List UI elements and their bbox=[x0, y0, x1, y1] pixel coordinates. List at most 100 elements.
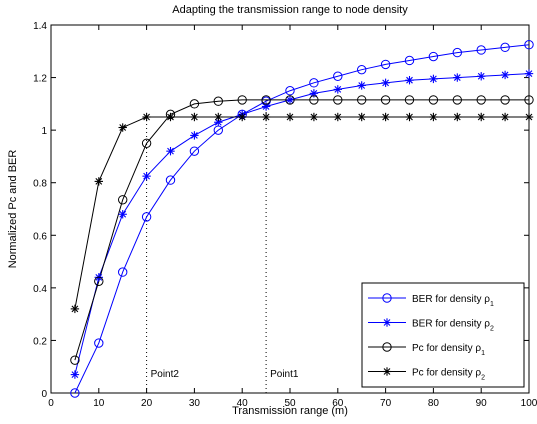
data-point bbox=[381, 78, 390, 88]
data-point bbox=[261, 112, 271, 122]
chart-title: Adapting the transmission range to node … bbox=[172, 4, 408, 16]
data-point bbox=[428, 51, 439, 62]
data-point bbox=[382, 342, 392, 352]
data-point bbox=[165, 175, 176, 185]
data-point bbox=[261, 95, 271, 105]
data-point bbox=[333, 71, 343, 81]
data-point bbox=[357, 81, 366, 90]
data-point bbox=[285, 112, 295, 122]
data-point bbox=[476, 95, 486, 105]
data-point bbox=[380, 95, 391, 105]
data-point bbox=[357, 64, 367, 75]
data-point bbox=[524, 95, 534, 105]
legend-label: BER for density ρ2 bbox=[412, 319, 494, 333]
data-point bbox=[357, 112, 366, 122]
data-point bbox=[405, 76, 414, 85]
x-tick-label: 10 bbox=[93, 398, 105, 409]
data-point bbox=[429, 112, 438, 122]
x-tick-label: 70 bbox=[380, 398, 392, 409]
legend-label: BER for density ρ1 bbox=[412, 294, 494, 308]
data-point bbox=[189, 99, 200, 109]
y-tick-label: 0.2 bbox=[33, 336, 47, 347]
data-point bbox=[141, 212, 152, 222]
y-tick-label: 0.4 bbox=[33, 284, 47, 295]
data-point bbox=[237, 95, 247, 105]
legend-label: Pc for density ρ1 bbox=[412, 343, 485, 357]
data-point bbox=[309, 112, 319, 122]
x-axis-label: Transmission range (m) bbox=[232, 405, 348, 417]
data-point bbox=[118, 123, 127, 132]
data-point bbox=[190, 131, 199, 140]
data-point bbox=[476, 45, 486, 55]
data-point bbox=[405, 112, 414, 122]
data-point bbox=[285, 95, 295, 105]
data-point bbox=[453, 73, 462, 82]
data-point bbox=[190, 112, 199, 122]
data-point bbox=[500, 112, 510, 122]
data-point bbox=[118, 210, 127, 219]
data-point bbox=[70, 388, 80, 398]
data-point bbox=[524, 112, 534, 122]
data-point bbox=[94, 276, 104, 286]
data-point bbox=[382, 318, 392, 327]
data-point bbox=[404, 95, 415, 105]
data-point bbox=[285, 86, 295, 96]
legend: BER for density ρ1 BER for density ρ2 Pc f… bbox=[361, 282, 525, 388]
y-axis-label: Normalized Pc and BER bbox=[7, 150, 19, 269]
data-point bbox=[477, 72, 486, 81]
data-point bbox=[382, 367, 392, 376]
x-tick-label: 90 bbox=[476, 398, 488, 409]
x-tick-label: 60 bbox=[332, 398, 344, 409]
data-point bbox=[452, 95, 462, 105]
data-point bbox=[500, 70, 510, 80]
y-tick-label: 0.8 bbox=[33, 179, 47, 190]
data-point bbox=[381, 112, 390, 122]
data-point bbox=[309, 95, 319, 105]
data-point bbox=[357, 95, 367, 105]
data-point bbox=[142, 171, 151, 181]
x-tick-label: 20 bbox=[141, 398, 153, 409]
data-point bbox=[189, 146, 200, 156]
annotations: Point2 Point1 bbox=[146, 99, 299, 393]
data-point bbox=[452, 47, 462, 58]
data-point bbox=[428, 95, 439, 105]
data-point bbox=[500, 42, 510, 53]
data-point bbox=[524, 69, 534, 78]
data-point bbox=[404, 55, 415, 66]
data-point bbox=[524, 40, 534, 50]
x-tick-label: 100 bbox=[521, 398, 537, 409]
y-tick-label: 1.4 bbox=[33, 21, 47, 32]
data-point bbox=[70, 355, 80, 365]
data-point bbox=[118, 267, 128, 277]
data-point bbox=[333, 95, 343, 105]
data-point bbox=[382, 293, 392, 303]
data-point bbox=[309, 78, 319, 88]
data-point bbox=[142, 112, 151, 122]
data-point bbox=[429, 74, 438, 84]
x-tick-label: 0 bbox=[48, 398, 54, 409]
data-point bbox=[214, 112, 223, 122]
annotation-label: Point1 bbox=[270, 369, 299, 380]
data-point bbox=[94, 338, 104, 348]
series-markers bbox=[70, 40, 534, 398]
y-tick-label: 0 bbox=[41, 389, 47, 400]
x-tick-label: 30 bbox=[189, 398, 201, 409]
annotation-label: Point2 bbox=[151, 369, 180, 380]
data-point bbox=[166, 112, 175, 122]
data-point bbox=[333, 112, 342, 122]
data-point bbox=[238, 112, 247, 122]
data-point bbox=[333, 85, 342, 94]
data-point bbox=[70, 370, 80, 379]
data-point bbox=[94, 177, 103, 186]
data-point bbox=[141, 138, 152, 148]
data-point bbox=[118, 195, 128, 205]
x-tick-label: 40 bbox=[237, 398, 249, 409]
data-point bbox=[285, 95, 295, 105]
data-point bbox=[500, 95, 510, 105]
axis-ticks: 0 10 20 30 40 50 60 70 80 90 100 0 0.2 0.4 0.6 0.8 1 1.2 1… bbox=[33, 21, 537, 409]
data-point bbox=[70, 304, 80, 314]
y-tick-label: 1 bbox=[41, 126, 47, 137]
data-point bbox=[213, 96, 224, 106]
legend-label: Pc for density ρ2 bbox=[412, 368, 485, 382]
